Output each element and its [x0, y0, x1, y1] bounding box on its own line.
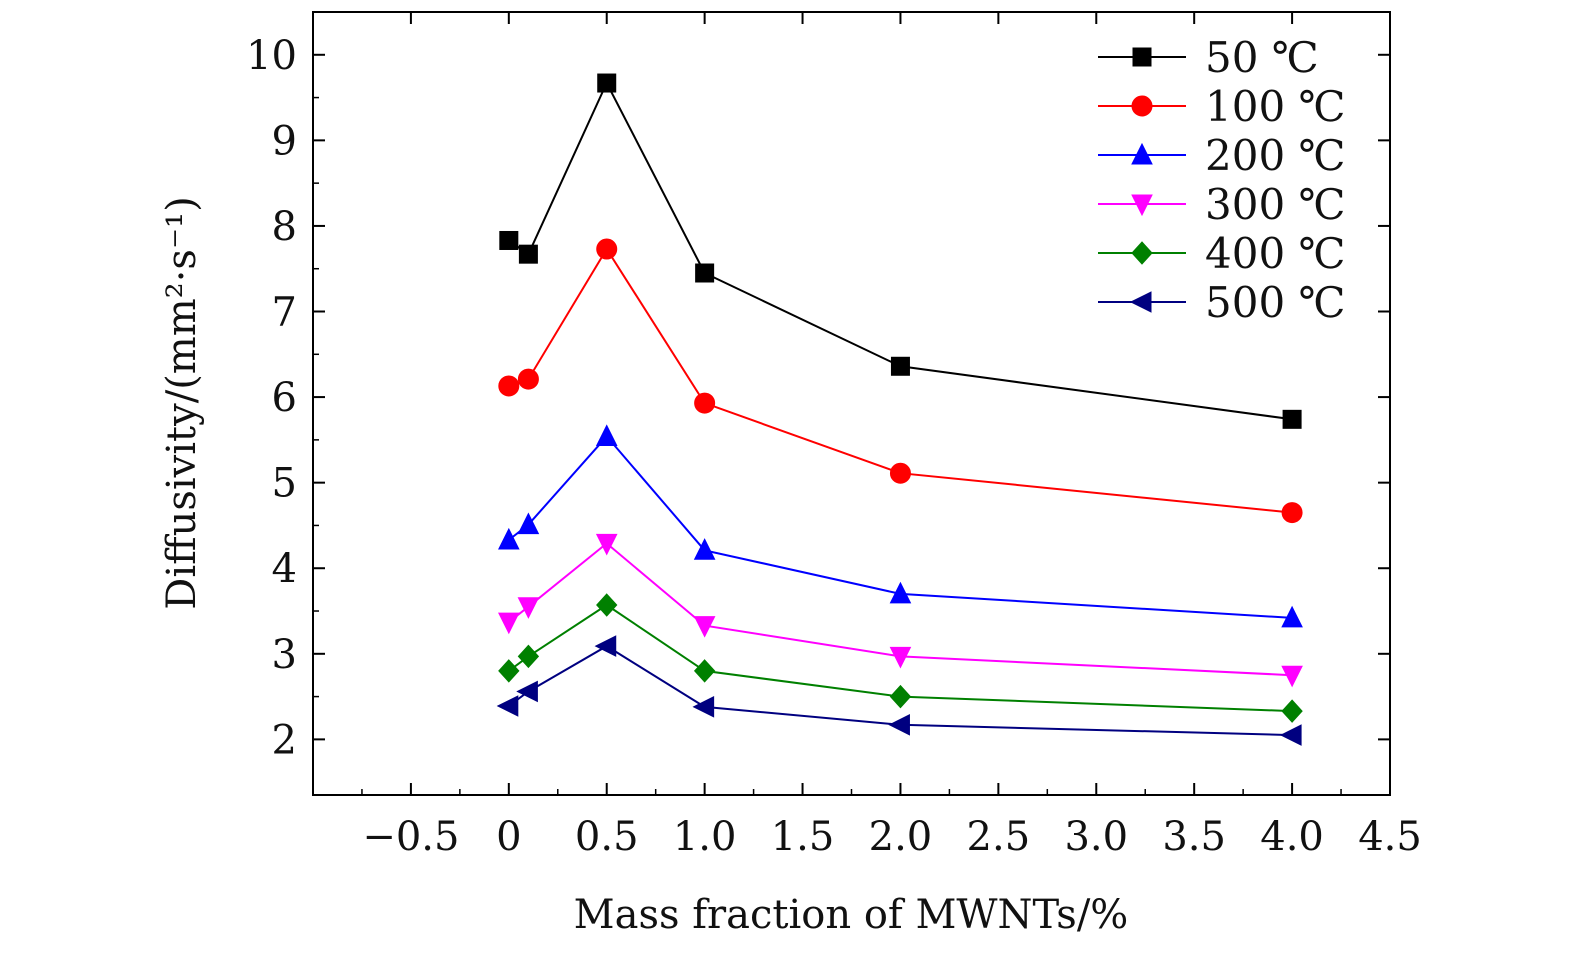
- data-point: [889, 684, 912, 709]
- y-tick-label: 10: [246, 33, 297, 79]
- data-point: [889, 581, 912, 604]
- y-axis-ticks: 2 3 4 5 6 7 8 9 10: [246, 33, 1390, 763]
- data-point: [693, 616, 716, 638]
- x-tick-label: 3.0: [1064, 814, 1128, 860]
- x-axis-ticks: −0.5 0 0.5 1.0 1.5 2.0 2.5 3.0 3.5 4.0 4.5: [361, 12, 1422, 860]
- y-tick-label: 3: [272, 632, 297, 678]
- x-tick-label: 1.0: [673, 814, 737, 860]
- data-point: [1281, 665, 1303, 688]
- data-point: [692, 696, 715, 718]
- y-tick-label: 5: [272, 461, 297, 507]
- data-point: [694, 392, 716, 414]
- data-point: [890, 356, 910, 376]
- data-point: [889, 462, 911, 484]
- y-axis-label: Diffusivity/(mm²·s⁻¹): [159, 196, 205, 609]
- series-3: [498, 533, 1303, 688]
- x-tick-label: 2.0: [869, 814, 933, 860]
- data-point: [596, 238, 618, 260]
- x-tick-label: 3.5: [1162, 814, 1226, 860]
- x-tick-label: −0.5: [362, 814, 459, 860]
- series-1: [498, 238, 1303, 524]
- data-point: [695, 263, 715, 283]
- data-point: [498, 375, 520, 397]
- data-point: [498, 527, 520, 550]
- x-tick-label: 1.5: [771, 814, 835, 860]
- data-point: [595, 533, 618, 556]
- legend-marker: [1131, 194, 1153, 217]
- legend-marker: [1131, 241, 1153, 265]
- data-point: [693, 538, 716, 560]
- y-tick-label: 2: [272, 717, 297, 763]
- data-point: [1281, 502, 1303, 524]
- legend-marker: [1129, 291, 1152, 313]
- data-point: [1281, 605, 1303, 628]
- y-tick-label: 4: [272, 546, 297, 592]
- data-point: [888, 714, 910, 736]
- legend-marker: [1132, 47, 1152, 67]
- y-tick-label: 6: [272, 375, 297, 421]
- series-0: [499, 73, 1302, 429]
- data-point: [889, 646, 912, 669]
- data-point: [516, 680, 538, 703]
- data-point: [499, 230, 519, 250]
- legend-label: 400 ℃: [1205, 229, 1346, 278]
- data-point: [518, 244, 538, 264]
- data-point: [594, 635, 617, 657]
- x-tick-label: 0.5: [575, 814, 639, 860]
- legend-label: 100 ℃: [1205, 82, 1346, 131]
- data-point: [496, 695, 519, 717]
- legend-label: 300 ℃: [1205, 180, 1346, 229]
- data-point: [597, 73, 617, 93]
- legend-label: 500 ℃: [1205, 278, 1346, 327]
- data-point: [1279, 724, 1302, 746]
- data-point: [517, 368, 539, 390]
- legend-label: 50 ℃: [1205, 33, 1319, 82]
- legend-marker: [1131, 95, 1153, 117]
- data-point: [595, 424, 618, 446]
- y-tick-label: 7: [272, 290, 297, 336]
- series-2: [498, 424, 1303, 628]
- x-axis-label: Mass fraction of MWNTs/%: [574, 892, 1129, 938]
- series-5: [496, 635, 1302, 746]
- series-4: [498, 593, 1303, 723]
- x-tick-label: 2.5: [967, 814, 1031, 860]
- legend-label: 200 ℃: [1205, 131, 1346, 180]
- x-tick-label: 4.5: [1358, 814, 1422, 860]
- data-point: [1281, 699, 1303, 723]
- data-point: [498, 659, 520, 683]
- data-point: [517, 512, 540, 535]
- series-layer: [496, 73, 1303, 746]
- x-tick-label: 4.0: [1260, 814, 1324, 860]
- legend-marker: [1131, 142, 1153, 165]
- y-tick-label: 8: [272, 204, 297, 250]
- data-point: [596, 593, 618, 617]
- y-tick-label: 9: [272, 118, 297, 164]
- data-point: [498, 612, 520, 635]
- data-point: [517, 597, 540, 619]
- data-point: [1282, 409, 1302, 429]
- data-point: [517, 644, 540, 669]
- x-tick-label: 0: [496, 814, 521, 860]
- data-point: [693, 659, 716, 683]
